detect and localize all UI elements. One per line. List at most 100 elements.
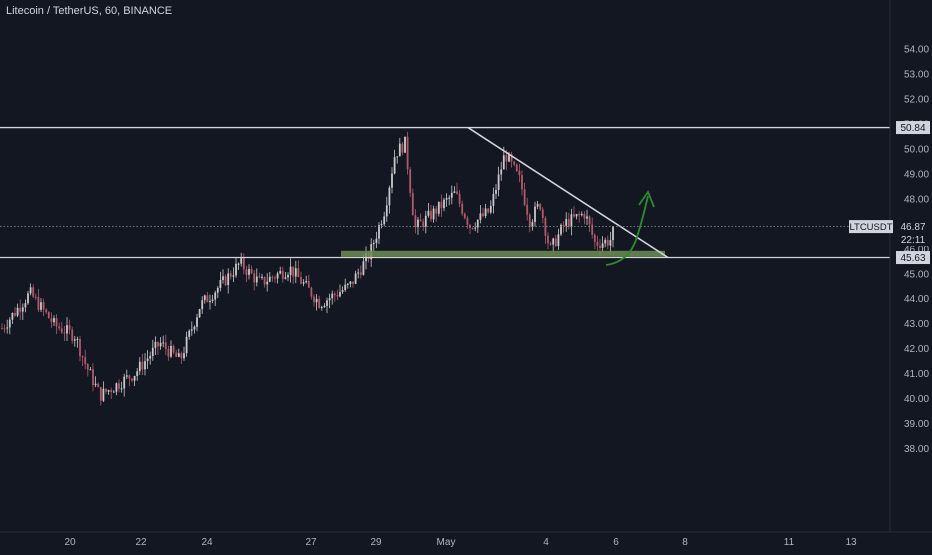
candle-body-80 xyxy=(209,300,211,303)
candle-body-45 xyxy=(118,383,120,389)
candle-body-62 xyxy=(162,342,165,344)
candle-body-10 xyxy=(27,293,29,304)
candle-body-207 xyxy=(539,203,542,210)
candle-body-125 xyxy=(326,300,328,306)
candle-body-76 xyxy=(198,309,201,318)
candle-body-112 xyxy=(292,266,295,277)
candle-body-12 xyxy=(32,287,35,297)
candle-body-228 xyxy=(593,234,596,242)
candle-body-8 xyxy=(21,307,24,312)
candle-body-152 xyxy=(396,156,399,158)
candle-body-87 xyxy=(227,273,230,286)
descending-trendline xyxy=(467,126,669,259)
candle-body-24 xyxy=(63,332,66,334)
candle-body-184 xyxy=(479,213,482,220)
candle-body-189 xyxy=(492,193,495,206)
projection-arrow-head xyxy=(638,190,655,208)
ticker-label: LTCUSDT xyxy=(849,222,892,233)
candle-body-192 xyxy=(500,169,503,175)
candle-body-101 xyxy=(263,276,266,285)
support-price-label-box xyxy=(896,251,930,265)
candle-body-171 xyxy=(445,198,448,200)
candle-body-225 xyxy=(586,216,588,219)
candle-body-118 xyxy=(307,280,310,288)
candle-body-214 xyxy=(557,234,560,247)
candle-body-44 xyxy=(115,383,118,392)
candle-body-210 xyxy=(547,235,549,244)
time-tick-8: 8 xyxy=(682,537,688,548)
price-tick-12: 42.00 xyxy=(904,344,929,355)
candle-body-53 xyxy=(138,361,141,372)
price-axis[interactable]: 54.0053.0052.0051.0050.0049.0048.0047.00… xyxy=(904,45,929,455)
candle-body-28 xyxy=(73,339,76,341)
candle-body-79 xyxy=(206,295,209,303)
candle-body-2 xyxy=(6,327,9,329)
candle-body-4 xyxy=(11,313,14,320)
candle-body-217 xyxy=(565,219,568,226)
candle-body-202 xyxy=(526,204,529,215)
candle-body-153 xyxy=(398,143,401,157)
candle-body-25 xyxy=(66,325,68,334)
candle-body-97 xyxy=(253,273,256,283)
candle-body-226 xyxy=(588,216,591,225)
candle-body-229 xyxy=(596,241,599,246)
candle-body-230 xyxy=(599,245,601,248)
candle-body-117 xyxy=(305,280,308,283)
candle-body-23 xyxy=(60,328,63,333)
candle-body-187 xyxy=(487,208,490,213)
candle-body-151 xyxy=(393,157,396,174)
candle-body-201 xyxy=(523,189,526,205)
candle-body-191 xyxy=(497,174,500,190)
candle-body-46 xyxy=(120,388,123,390)
candle-body-172 xyxy=(448,197,451,199)
candle-body-59 xyxy=(154,341,157,348)
candle-body-209 xyxy=(544,218,547,236)
candle-body-223 xyxy=(580,214,583,216)
drawing-overlays xyxy=(0,126,890,266)
candle-body-17 xyxy=(45,309,48,313)
time-axis[interactable]: 20 22 24 27 29 May 4 6 8 11 13 xyxy=(64,537,857,548)
candle-body-63 xyxy=(164,342,167,349)
candle-body-43 xyxy=(112,391,115,393)
candle-body-113 xyxy=(294,268,297,277)
time-tick-4: 29 xyxy=(370,537,382,548)
candle-body-149 xyxy=(388,187,391,206)
candle-body-94 xyxy=(245,269,248,275)
symbol-title[interactable]: Litecoin / TetherUS, 60, BINANCE xyxy=(6,5,173,17)
candle-body-34 xyxy=(89,369,92,371)
candle-body-58 xyxy=(151,347,154,357)
candle-body-41 xyxy=(107,390,110,392)
candle-body-186 xyxy=(484,208,487,217)
candle-body-74 xyxy=(193,326,196,330)
candle-body-6 xyxy=(16,307,19,316)
countdown-label: 22:11 xyxy=(901,235,926,246)
candle-body-96 xyxy=(250,268,253,274)
candle-body-196 xyxy=(510,154,513,162)
candle-body-185 xyxy=(482,213,484,217)
candle-body-47 xyxy=(123,376,126,389)
candlestick-series xyxy=(1,131,614,406)
candle-body-135 xyxy=(352,281,354,284)
candle-body-26 xyxy=(68,325,71,330)
candle-body-216 xyxy=(562,224,565,226)
time-tick-6: 4 xyxy=(543,537,549,548)
countdown-label-box xyxy=(896,233,930,247)
price-tick-4: 50.00 xyxy=(904,145,929,156)
candle-body-85 xyxy=(222,276,224,280)
candle-body-148 xyxy=(385,205,388,217)
candle-body-91 xyxy=(237,263,240,265)
time-tick-7: 6 xyxy=(613,537,619,548)
candle-body-211 xyxy=(549,243,552,245)
candle-body-234 xyxy=(609,240,612,246)
candle-body-11 xyxy=(29,287,32,294)
candle-body-131 xyxy=(341,290,344,293)
candle-body-145 xyxy=(378,225,380,239)
candle-body-162 xyxy=(422,221,425,227)
candle-body-89 xyxy=(232,275,235,277)
candle-body-107 xyxy=(279,270,282,274)
price-tick-1: 53.00 xyxy=(904,70,929,81)
candle-body-69 xyxy=(180,353,183,359)
